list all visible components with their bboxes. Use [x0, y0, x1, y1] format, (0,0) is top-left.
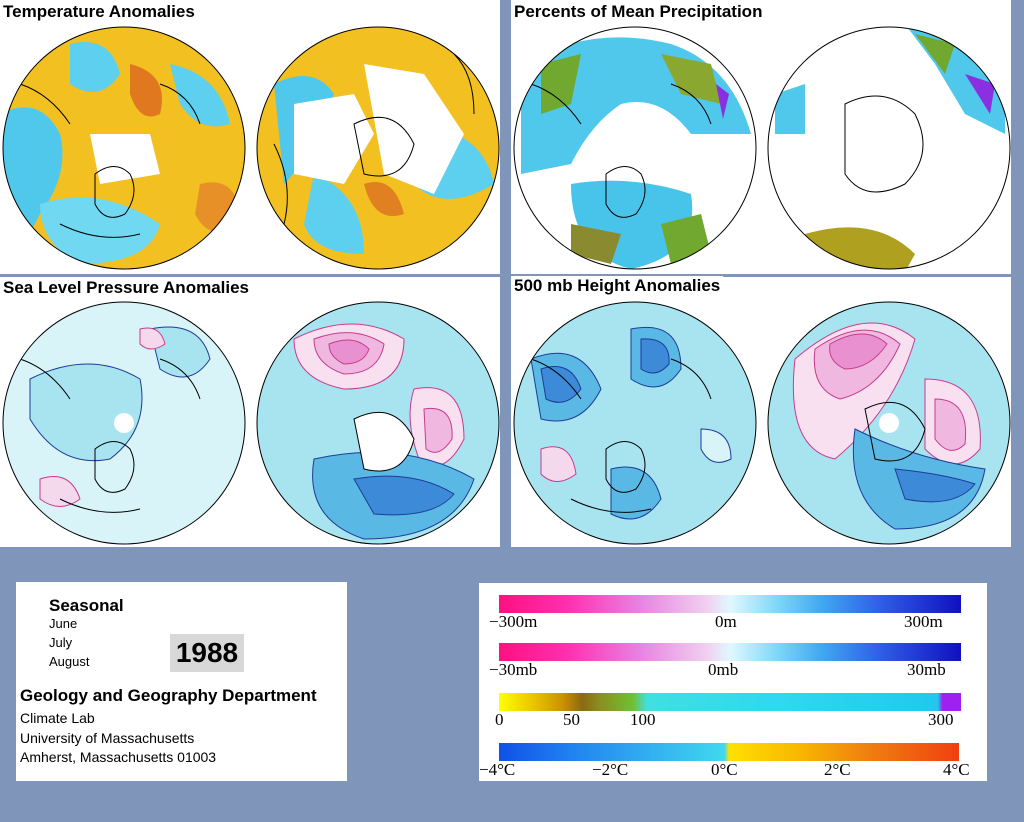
temperature-nh-globe	[2, 26, 246, 270]
temperature-panel: Temperature Anomalies	[0, 0, 500, 274]
temp-tick-minus2: −2°C	[592, 760, 629, 779]
precipitation-panel: Percents of Mean Precipitation	[511, 0, 1011, 274]
precip-tick-100: 100	[630, 710, 656, 729]
month-june: June	[49, 616, 78, 631]
height500-nh-globe	[513, 301, 757, 545]
period-label: Seasonal	[49, 596, 124, 615]
slp-nh-globe	[2, 301, 246, 545]
precip-tick-0: 0	[495, 710, 504, 729]
height500-sh-globe	[767, 301, 1011, 545]
slp-panel: Sea Level Pressure Anomalies	[0, 277, 500, 547]
temp-tick-0: 0°C	[711, 760, 738, 779]
height-tick-mid: 0m	[715, 612, 737, 631]
department-name: Geology and Geography Department	[20, 686, 317, 705]
panel-title: Sea Level Pressure Anomalies	[0, 278, 253, 298]
panel-title: Temperature Anomalies	[0, 2, 198, 22]
slp-sh-globe	[256, 301, 500, 545]
height500-panel: 500 mb Height Anomalies	[511, 276, 1011, 547]
temp-tick-minus4: −4°C	[479, 760, 516, 779]
pressure-tick-mid: 0mb	[708, 660, 739, 679]
month-august: August	[49, 654, 90, 669]
month-july: July	[49, 635, 73, 650]
precip-tick-300: 300	[928, 710, 954, 729]
pressure-color-bar	[499, 643, 961, 661]
lab-name: Climate Lab	[20, 710, 95, 726]
info-box: Seasonal June July August 1988 Geology a…	[16, 582, 347, 781]
temperature-color-bar	[499, 743, 959, 761]
temperature-sh-globe	[256, 26, 500, 270]
university-name: University of Massachusetts	[20, 730, 195, 746]
height-tick-right: 300m	[904, 612, 943, 631]
address: Amherst, Massachusetts 01003	[20, 749, 217, 765]
pressure-tick-right: 30mb	[907, 660, 946, 679]
precipitation-sh-globe	[767, 26, 1011, 270]
year-badge: 1988	[170, 634, 244, 672]
panel-title: 500 mb Height Anomalies	[511, 276, 724, 296]
precipitation-nh-globe	[513, 26, 757, 270]
temp-tick-4: 4°C	[943, 760, 970, 779]
height-color-bar	[499, 595, 961, 613]
height-tick-left: −300m	[489, 612, 538, 631]
panel-title: Percents of Mean Precipitation	[511, 2, 766, 22]
temp-tick-2: 2°C	[824, 760, 851, 779]
precip-tick-50: 50	[563, 710, 580, 729]
color-legend: −300m 0m 300m −30mb 0mb 30mb 0 50 100 30…	[479, 583, 987, 781]
pressure-tick-left: −30mb	[489, 660, 538, 679]
precipitation-color-bar	[499, 693, 961, 711]
